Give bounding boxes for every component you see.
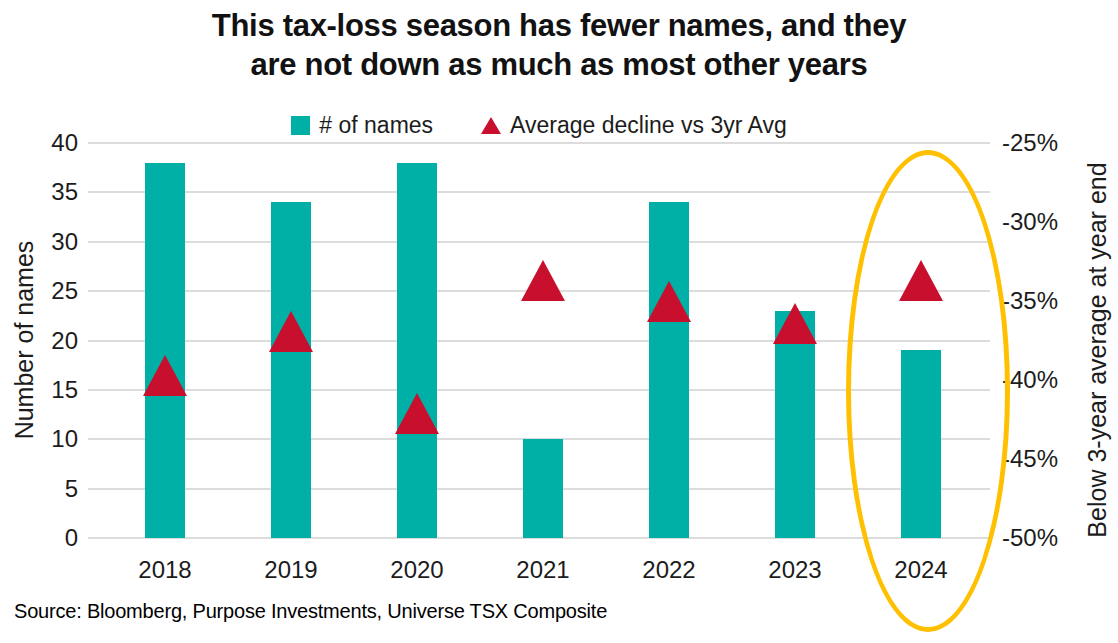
left-tick-0: 0 bbox=[20, 525, 78, 551]
right-tick--25pct: -25% bbox=[1002, 130, 1074, 156]
x-label-2020: 2020 bbox=[354, 556, 480, 584]
bar-2022 bbox=[649, 202, 689, 538]
marker-2023 bbox=[773, 303, 817, 344]
right-tick--35pct: -35% bbox=[1002, 288, 1074, 314]
plot-area: 4035302520151050-25%-30%-35%-40%-45%-50%… bbox=[0, 0, 1118, 643]
x-label-2024: 2024 bbox=[858, 556, 984, 584]
gridline-20 bbox=[88, 340, 990, 342]
gridline-35 bbox=[88, 191, 990, 193]
bar-2021 bbox=[523, 439, 563, 538]
bar-2019 bbox=[271, 202, 311, 538]
gridline-30 bbox=[88, 241, 990, 243]
chart-canvas: This tax-loss season has fewer names, an… bbox=[0, 0, 1118, 643]
bar-2020 bbox=[397, 163, 437, 538]
marker-2019 bbox=[269, 311, 313, 352]
x-label-2021: 2021 bbox=[480, 556, 606, 584]
bar-2024 bbox=[901, 350, 941, 538]
x-label-2018: 2018 bbox=[102, 556, 228, 584]
right-axis-title: Below 3-year average at year end bbox=[1083, 98, 1113, 603]
gridline-40 bbox=[88, 142, 990, 144]
marker-2021 bbox=[521, 260, 565, 301]
gridline-15 bbox=[88, 389, 990, 391]
marker-2020 bbox=[395, 393, 439, 434]
right-tick--30pct: -30% bbox=[1002, 209, 1074, 235]
x-label-2022: 2022 bbox=[606, 556, 732, 584]
right-tick--50pct: -50% bbox=[1002, 525, 1074, 551]
left-axis-title: Number of names bbox=[10, 195, 40, 485]
left-tick-40: 40 bbox=[20, 130, 78, 156]
bar-2023 bbox=[775, 311, 815, 538]
x-label-2023: 2023 bbox=[732, 556, 858, 584]
marker-2022 bbox=[647, 281, 691, 322]
right-tick--40pct: -40% bbox=[1002, 367, 1074, 393]
source-note: Source: Bloomberg, Purpose Investments, … bbox=[14, 600, 607, 623]
marker-2018 bbox=[143, 355, 187, 396]
bar-2018 bbox=[145, 163, 185, 538]
right-tick--45pct: -45% bbox=[1002, 446, 1074, 472]
marker-2024 bbox=[899, 260, 943, 301]
x-label-2019: 2019 bbox=[228, 556, 354, 584]
